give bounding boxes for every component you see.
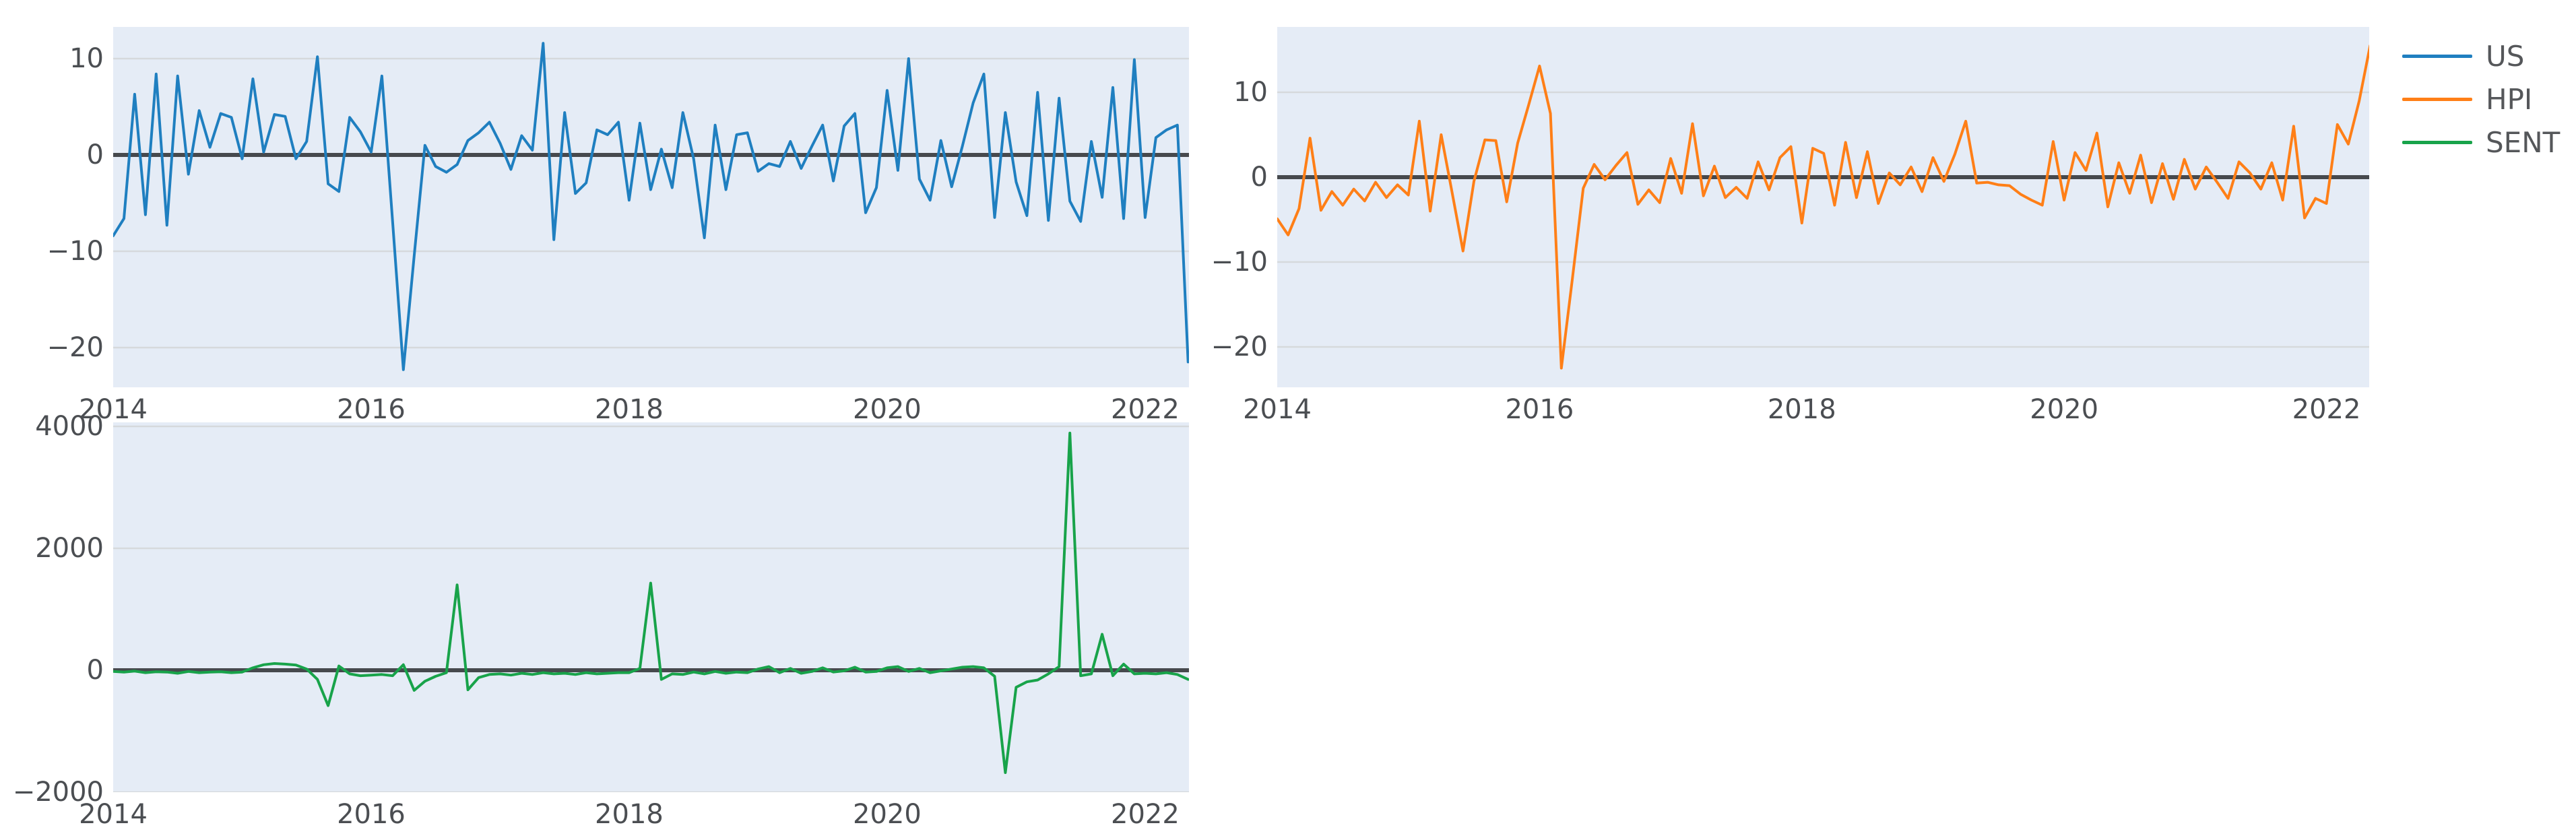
x-tick-label: 2014	[1243, 394, 1312, 425]
hpi-plot-area	[1277, 27, 2369, 387]
y-tick-label: 0	[86, 139, 104, 170]
x-tick-label: 2016	[337, 799, 406, 830]
y-tick-label: −2000	[12, 777, 104, 808]
x-tick-label: 2020	[853, 799, 922, 830]
legend: US HPI SENT	[2402, 40, 2560, 158]
y-tick-label: 10	[69, 43, 104, 75]
x-tick-label: 2022	[2292, 394, 2361, 425]
x-tick-label: 2022	[1110, 799, 1180, 830]
x-tick-label: 2016	[1505, 394, 1574, 425]
legend-item-sent[interactable]: SENT	[2402, 127, 2560, 158]
sent-plot-area	[113, 422, 1189, 792]
legend-line-icon	[2402, 141, 2472, 144]
x-tick-label: 2018	[595, 394, 664, 425]
plot-background	[1277, 27, 2369, 387]
y-tick-label: −20	[1211, 331, 1268, 363]
y-tick-label: −20	[46, 331, 104, 363]
x-tick-label: 2018	[1767, 394, 1836, 425]
y-tick-label: 10	[1233, 77, 1268, 108]
x-tick-label: 2022	[1110, 394, 1180, 425]
plot-background	[113, 422, 1189, 792]
x-tick-label: 2018	[595, 799, 664, 830]
chart-hpi: 10 0 −10 −20 2014 2016 2018 2020 2022	[1211, 27, 2369, 425]
y-tick-label: 4000	[35, 410, 104, 442]
legend-line-icon	[2402, 55, 2472, 58]
y-tick-label: 0	[86, 654, 104, 686]
x-tick-label: 2020	[853, 394, 922, 425]
legend-item-hpi[interactable]: HPI	[2402, 84, 2560, 115]
us-series-line	[113, 42, 1189, 371]
sent-series-line	[113, 431, 1189, 774]
x-tick-label: 2014	[79, 799, 148, 830]
legend-item-us[interactable]: US	[2402, 40, 2560, 72]
y-tick-label: −10	[1211, 247, 1268, 278]
legend-label-sent: SENT	[2486, 126, 2561, 159]
plot-background	[113, 27, 1189, 387]
us-plot-area	[113, 27, 1189, 387]
hpi-series-line	[1277, 44, 2369, 370]
chart-us: 10 0 −10 −20 2014 2016 2018 2020 2022	[47, 27, 1189, 425]
x-tick-label: 2020	[2030, 394, 2099, 425]
y-tick-label: 2000	[35, 532, 104, 564]
y-tick-label: 0	[1250, 162, 1268, 193]
y-tick-label: −10	[46, 235, 104, 267]
legend-label-hpi: HPI	[2486, 83, 2533, 116]
legend-label-us: US	[2486, 40, 2525, 73]
x-tick-label: 2014	[79, 394, 148, 425]
x-tick-label: 2016	[337, 394, 406, 425]
chart-sent: 4000 2000 0 −2000 2014 2016 2018 2020 2022	[13, 411, 1189, 830]
legend-line-icon	[2402, 98, 2472, 101]
